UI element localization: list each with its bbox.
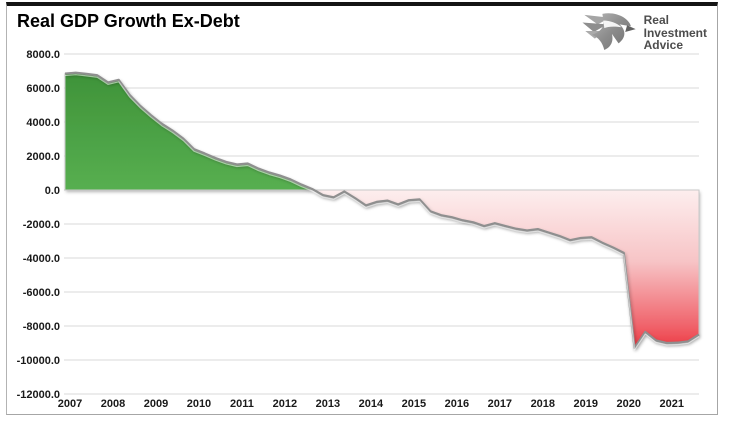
brand-line-2: Investment bbox=[643, 25, 707, 40]
negative-area-fill bbox=[65, 190, 699, 348]
y-axis-tick-label: 2000.0 bbox=[26, 151, 60, 163]
x-axis-tick-label: 2014 bbox=[359, 398, 384, 410]
x-axis-tick-label: 2011 bbox=[230, 398, 254, 410]
y-axis-tick-label: -12000.0 bbox=[17, 389, 60, 401]
y-axis-tick-label: -4000.0 bbox=[23, 253, 60, 265]
y-axis-tick-label: -6000.0 bbox=[23, 287, 60, 299]
x-axis-tick-label: 2009 bbox=[144, 398, 168, 410]
x-axis-tick-label: 2018 bbox=[531, 398, 555, 410]
x-axis-tick-label: 2021 bbox=[660, 398, 684, 410]
brand-logo: Real Investment Advice bbox=[581, 12, 707, 52]
x-axis-tick-label: 2020 bbox=[617, 398, 641, 410]
series-line-highlight bbox=[64, 74, 700, 351]
x-axis-tick-label: 2012 bbox=[273, 398, 297, 410]
page-title: Real GDP Growth Ex-Debt bbox=[17, 11, 240, 31]
y-axis-tick-label: 0.0 bbox=[45, 185, 60, 197]
x-axis-tick-label: 2017 bbox=[488, 398, 512, 410]
series-line bbox=[64, 71, 700, 350]
x-axis-tick-label: 2016 bbox=[445, 398, 469, 410]
chart-frame: Real GDP Growth Ex-Debt Real bbox=[6, 2, 718, 415]
y-axis-tick-label: 6000.0 bbox=[26, 83, 60, 95]
x-axis-tick-label: 2008 bbox=[101, 398, 125, 410]
x-axis-tick-label: 2015 bbox=[402, 398, 426, 410]
x-axis-tick-label: 2010 bbox=[187, 398, 211, 410]
y-axis-tick-label: -10000.0 bbox=[17, 355, 60, 367]
gdp-area-chart: 8000.0 6000.0 4000.0 2000.0 0.0 -2000.0 -4000.… bbox=[17, 49, 700, 410]
brand-line-1: Real bbox=[643, 13, 669, 27]
y-axis-tick-label: 8000.0 bbox=[26, 49, 60, 61]
brand-wordmark: Real Investment Advice bbox=[644, 12, 707, 52]
eagle-icon bbox=[582, 13, 636, 50]
x-axis-tick-label: 2013 bbox=[316, 398, 340, 410]
y-axis-tick-label: 4000.0 bbox=[26, 117, 60, 129]
x-axis-tick-label: 2019 bbox=[574, 398, 598, 410]
y-axis-tick-label: -8000.0 bbox=[23, 321, 60, 333]
y-axis-tick-label: -2000.0 bbox=[23, 219, 60, 231]
x-axis-tick-label: 2007 bbox=[58, 398, 82, 410]
positive-area-fill bbox=[65, 72, 699, 190]
brand-line-3: Advice bbox=[643, 38, 683, 52]
